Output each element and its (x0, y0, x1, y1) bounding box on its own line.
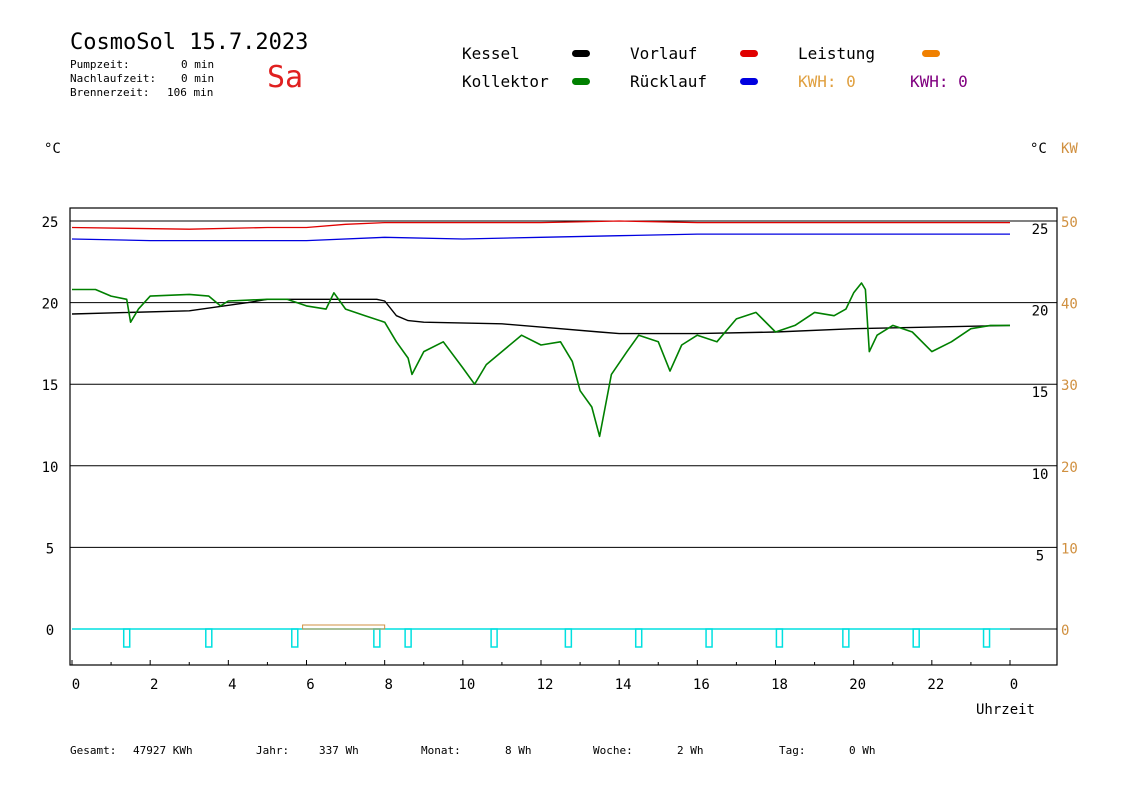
footer-monat-value: 8 Wh (505, 744, 532, 757)
y-axis-label-right: °C (1030, 141, 1047, 157)
x-tick-11: 22 (927, 677, 944, 693)
legend-vorlauf: Vorlauf (630, 44, 698, 63)
weekday-label: Sa (267, 60, 304, 95)
series-pumpe-pulse-4 (404, 628, 412, 648)
series-brenner-bar (302, 624, 386, 630)
y-tick-kw-30: 30 (1061, 378, 1078, 394)
pumpzeit-value: 0 min (181, 58, 215, 71)
series-kessel-line (71, 298, 1011, 335)
legend-kwh-2: KWH: 0 (910, 72, 968, 91)
brennerzeit-value: 106 min (167, 86, 214, 99)
footer-gesamt-label: Gesamt: (70, 744, 117, 757)
brennerzeit-label: Brennerzeit: (70, 86, 150, 99)
x-tick-6: 12 (537, 677, 554, 693)
series-ruecklauf-line (71, 233, 1010, 242)
plot-frame (69, 207, 1058, 666)
y-tick-left-10: 10 (42, 460, 59, 476)
x-tick-4: 8 (384, 677, 392, 693)
y-tick-left-0: 0 (46, 623, 54, 639)
y-tick-kw-10: 10 (1061, 541, 1078, 557)
footer-gesamt-value: 47927 KWh (133, 744, 193, 757)
y-axis-label-left: °C (44, 141, 61, 157)
legend-kessel-swatch (572, 50, 590, 57)
series-pumpe-pulse-10 (842, 628, 850, 648)
legend-kollektor-swatch (572, 78, 590, 85)
pumpzeit-label: Pumpzeit: (70, 58, 130, 71)
y-tick-left-5: 5 (46, 541, 54, 557)
series-pumpe-pulse-7 (634, 628, 643, 648)
x-tick-5: 10 (458, 677, 475, 693)
x-tick-0: 0 (72, 677, 80, 693)
footer-woche-value: 2 Wh (677, 744, 704, 757)
series-pumpe-pulse-12 (982, 628, 991, 648)
footer-tag-label: Tag: (779, 744, 806, 757)
x-axis-label: Uhrzeit (976, 702, 1035, 718)
y-tick-kw-40: 40 (1061, 297, 1078, 313)
y-tick-kw-0: 0 (1061, 623, 1069, 639)
y-tick-right-25: 25 (1032, 222, 1049, 238)
series-vorlauf-line (71, 220, 1010, 230)
series-pumpe-pulse-6 (564, 628, 573, 648)
y-tick-right-15: 15 (1032, 385, 1049, 401)
series-pumpe-pulse-9 (775, 628, 784, 648)
footer-monat-label: Monat: (421, 744, 461, 757)
footer-tag-value: 0 Wh (849, 744, 876, 757)
series-pumpe-pulse-2 (291, 628, 299, 648)
legend-kessel: Kessel (462, 44, 520, 63)
x-tick-12: 0 (1010, 677, 1018, 693)
y-tick-left-25: 25 (42, 215, 59, 231)
legend-leistung: Leistung (798, 44, 876, 63)
legend-vorlauf-swatch (740, 50, 758, 57)
x-tick-10: 20 (849, 677, 866, 693)
nachlaufzeit-label: Nachlaufzeit: (70, 72, 157, 85)
legend-ruecklauf: Rücklauf (630, 72, 708, 91)
x-tick-3: 6 (306, 677, 314, 693)
y-tick-kw-50: 50 (1061, 215, 1078, 231)
series-kollektor-line (72, 282, 1010, 438)
x-tick-9: 18 (771, 677, 788, 693)
y-tick-left-15: 15 (42, 378, 59, 394)
x-tick-8: 16 (693, 677, 710, 693)
footer-jahr-label: Jahr: (256, 744, 290, 757)
y-tick-right-10: 10 (1032, 467, 1049, 483)
legend-kwh-1: KWH: 0 (798, 72, 856, 91)
series-pumpe-pulse-11 (912, 628, 920, 648)
nachlaufzeit-value: 0 min (181, 72, 215, 85)
series-pumpe-pulse-0 (122, 628, 131, 648)
legend-leistung-swatch (922, 50, 940, 57)
footer-jahr-value: 337 Wh (319, 744, 359, 757)
series-pumpe-pulse-1 (205, 628, 213, 648)
series-pumpe-pulse-8 (705, 628, 713, 648)
series-pumpe-pulse-3 (373, 628, 381, 648)
y-tick-right-20: 20 (1032, 304, 1049, 320)
y-tick-left-20: 20 (42, 297, 59, 313)
footer-woche-label: Woche: (593, 744, 633, 757)
x-tick-2: 4 (228, 677, 236, 693)
series-pumpe-pulse-5 (490, 628, 498, 648)
legend-ruecklauf-swatch (740, 78, 758, 85)
y-axis-label-kw: KW (1061, 141, 1078, 157)
legend-kollektor: Kollektor (462, 72, 549, 91)
x-tick-7: 14 (615, 677, 632, 693)
y-tick-kw-20: 20 (1061, 460, 1078, 476)
x-tick-1: 2 (150, 677, 158, 693)
y-tick-right-5: 5 (1036, 548, 1044, 564)
page-title: CosmoSol 15.7.2023 (70, 30, 309, 55)
